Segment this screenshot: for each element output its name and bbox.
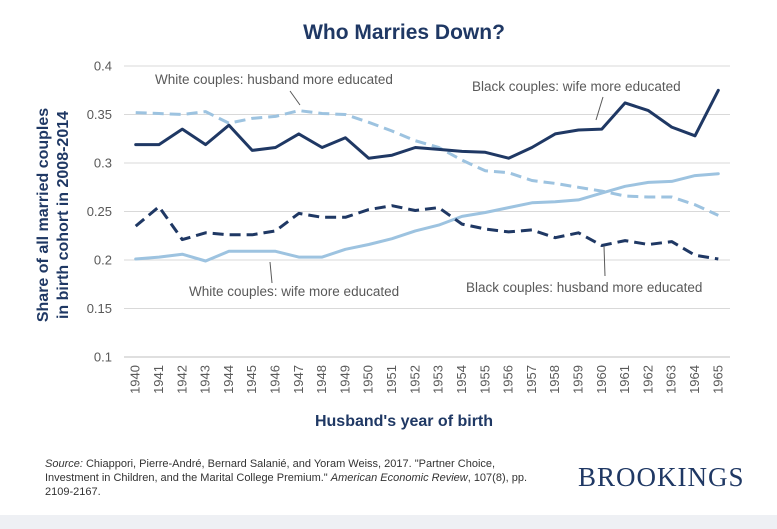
x-tick-label: 1960 xyxy=(594,365,609,394)
x-tick-label: 1961 xyxy=(617,365,632,394)
x-tick-label: 1951 xyxy=(384,365,399,394)
x-tick-label: 1945 xyxy=(244,365,259,394)
annotation-leader-line xyxy=(595,96,604,121)
y-tick-label: 0.15 xyxy=(87,301,112,316)
x-tick-label: 1963 xyxy=(664,365,679,394)
y-tick-label: 0.4 xyxy=(94,59,112,74)
x-tick-label: 1942 xyxy=(174,365,189,394)
x-tick-label: 1948 xyxy=(314,365,329,394)
x-tick-label: 1955 xyxy=(477,365,492,394)
x-tick-label: 1962 xyxy=(640,365,655,394)
x-tick-label: 1952 xyxy=(407,365,422,394)
y-axis-title-line1: Share of all married couples xyxy=(35,108,52,322)
x-tick-label: 1950 xyxy=(361,365,376,394)
x-tick-label: 1958 xyxy=(547,365,562,394)
brookings-logo: BROOKINGS xyxy=(578,462,745,492)
source-note: Source: Chiappori, Pierre-André, Bernard… xyxy=(45,457,545,499)
bottom-bar xyxy=(0,515,777,529)
y-axis-title-line2: in birth cohort in 2008-2014 xyxy=(55,111,72,319)
annotation-leader-line xyxy=(269,261,273,284)
x-tick-label: 1946 xyxy=(268,365,283,394)
source-label: Source: xyxy=(45,458,83,470)
source-text-2: , 107(8), pp. 2109-2167. xyxy=(45,472,528,498)
x-tick-label: 1944 xyxy=(221,365,236,394)
series-white-husband-more-educated-line xyxy=(135,109,719,217)
x-tick-label: 1949 xyxy=(337,365,352,394)
x-tick-label: 1940 xyxy=(128,365,143,394)
annotation-label: White couples: wife more educated xyxy=(189,284,399,299)
y-tick-label: 0.25 xyxy=(87,204,112,219)
x-tick-label: 1964 xyxy=(687,365,702,394)
x-tick-label: 1954 xyxy=(454,365,469,394)
y-tick-label: 0.35 xyxy=(87,107,112,122)
x-tick-label: 1953 xyxy=(431,365,446,394)
x-axis-title: Husband's year of birth xyxy=(315,413,493,430)
chart-title: Who Marries Down? xyxy=(303,21,505,44)
y-tick-label: 0.3 xyxy=(94,156,112,171)
x-tick-label: 1957 xyxy=(524,365,539,394)
annotation-label: Black couples: husband more educated xyxy=(466,280,702,295)
x-tick-label: 1959 xyxy=(571,365,586,394)
annotation-leader-line xyxy=(289,90,301,106)
x-tick-label: 1956 xyxy=(501,365,516,394)
series-white-wife-more-educated-line xyxy=(134,172,720,263)
annotation-label: Black couples: wife more educated xyxy=(472,79,681,94)
x-tick-label: 1965 xyxy=(710,365,725,394)
x-tick-label: 1941 xyxy=(151,365,166,394)
series-black-husband-more-educated-line xyxy=(134,204,719,261)
source-journal: American Economic Review xyxy=(330,472,468,484)
annotation-label: White couples: husband more educated xyxy=(155,72,393,87)
source-text-1: Chiappori, Pierre-André, Bernard Salanié… xyxy=(45,458,496,484)
x-tick-label: 1947 xyxy=(291,365,306,394)
series-black-wife-more-educated-line xyxy=(134,88,720,160)
x-tick-label: 1943 xyxy=(198,365,213,394)
y-tick-label: 0.1 xyxy=(94,350,112,365)
annotation-leader-line xyxy=(603,245,606,277)
y-tick-label: 0.2 xyxy=(94,253,112,268)
